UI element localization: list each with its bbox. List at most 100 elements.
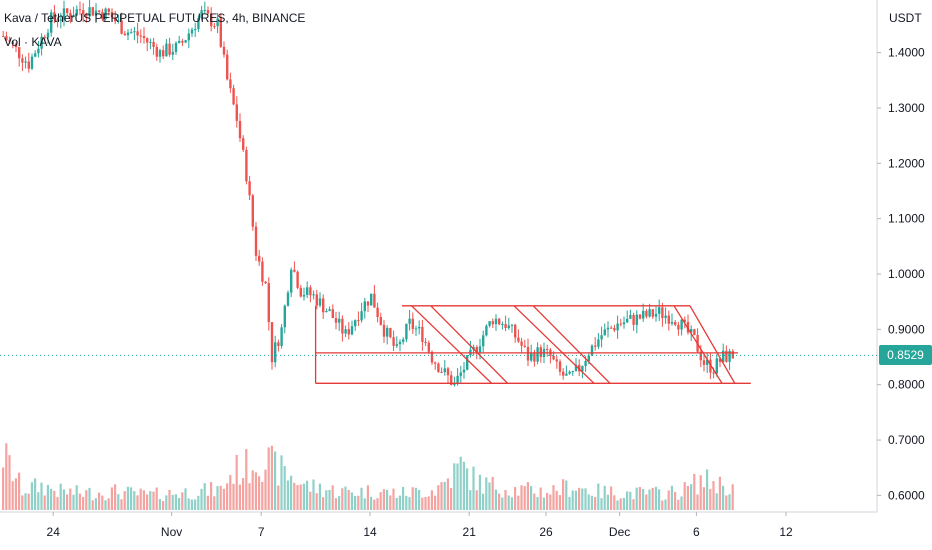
volume-bar [168, 489, 171, 510]
volume-bar [133, 491, 136, 510]
volume-bar [296, 485, 299, 510]
volume-bar [600, 498, 603, 510]
volume-bar [645, 494, 648, 510]
candle-body [328, 309, 331, 312]
candle-body [709, 359, 712, 373]
volume-bar [654, 486, 657, 510]
candle-body [718, 358, 722, 362]
candle-body [309, 287, 312, 296]
volume-bar [619, 498, 622, 510]
candle-body [642, 310, 645, 319]
candle-body [286, 292, 290, 306]
candle-body [594, 345, 597, 347]
volume-bar [98, 492, 101, 510]
candle-body [338, 318, 341, 323]
volume-bar [712, 481, 715, 510]
volume-bar [466, 468, 469, 510]
volume-bar [290, 475, 293, 510]
candle-body [312, 294, 315, 296]
candle-body [389, 327, 392, 338]
candle-body [78, 9, 82, 11]
candle-body [306, 287, 309, 295]
volume-bar [206, 495, 209, 510]
volume-bar [494, 489, 497, 510]
last-price-tag: 0.8529 [879, 345, 932, 366]
volume-bar [72, 494, 75, 510]
candle-body [354, 320, 357, 327]
volume-bar [462, 461, 465, 510]
candle-body [187, 33, 190, 41]
volume-bar [498, 493, 501, 510]
candle-body [261, 261, 264, 282]
volume-bar [539, 487, 542, 510]
candle-body [619, 323, 622, 325]
volume-bar [658, 489, 661, 510]
candle-body [558, 361, 562, 372]
candle-body [616, 323, 619, 331]
candle-body [296, 271, 299, 288]
volume-bar [434, 495, 437, 510]
candle-body [152, 41, 155, 48]
candle-body [331, 309, 334, 319]
candle-body [206, 10, 210, 14]
volume-bar [437, 485, 440, 510]
candle-body [670, 321, 674, 324]
volume-bar [162, 500, 165, 510]
candle-body [190, 29, 194, 34]
volume-bar [34, 478, 37, 510]
candle-body [322, 298, 325, 313]
candle-body [34, 53, 37, 57]
volume-bar [331, 485, 334, 510]
candle-body [597, 339, 600, 347]
volume-bar [56, 497, 59, 510]
candle-body [555, 359, 558, 362]
candle-body [59, 19, 62, 21]
candle-body [82, 10, 85, 15]
volume-bar [104, 500, 107, 510]
volume-bar [459, 456, 462, 510]
candle-body [146, 38, 149, 43]
volume-bar [507, 495, 510, 510]
candle-body [376, 307, 379, 317]
candle-body [200, 10, 203, 19]
volume-bar [286, 480, 289, 510]
candle-body [722, 350, 725, 362]
y-tick-label: 1.2000 [888, 156, 925, 170]
volume-bar [638, 487, 641, 510]
x-tick-label: 14 [363, 525, 377, 539]
volume-bar [450, 488, 453, 510]
volume-bar [446, 478, 449, 510]
candle-body [120, 20, 123, 34]
candle-body [731, 350, 734, 359]
volume-bar [229, 474, 232, 510]
volume-bar [18, 472, 21, 510]
volume-bar [677, 499, 680, 510]
candle-body [155, 47, 158, 57]
volume-bar [501, 497, 504, 510]
candle-body [315, 294, 318, 306]
volume-bars [2, 443, 734, 510]
y-tick-label: 0.6000 [888, 488, 925, 502]
candle-body [178, 40, 181, 43]
volume-bar [155, 487, 158, 510]
volume-bar [78, 493, 81, 510]
candle-body [510, 324, 514, 326]
candle-body [658, 307, 661, 314]
volume-bar [722, 485, 725, 510]
candle-body [373, 293, 376, 308]
candle-body [613, 327, 616, 331]
volume-bar [683, 482, 686, 510]
volume-bar [562, 479, 565, 510]
candle-body [693, 329, 696, 335]
volume-bar [136, 495, 139, 510]
candle-body [171, 51, 174, 55]
candle-body [72, 15, 75, 18]
candle-body [568, 371, 571, 374]
candle-body [94, 10, 98, 16]
candle-body [523, 345, 526, 347]
volume-bar [181, 492, 184, 510]
volume-bar [360, 487, 363, 510]
candle-body [424, 341, 427, 343]
volume-bar [478, 474, 481, 510]
